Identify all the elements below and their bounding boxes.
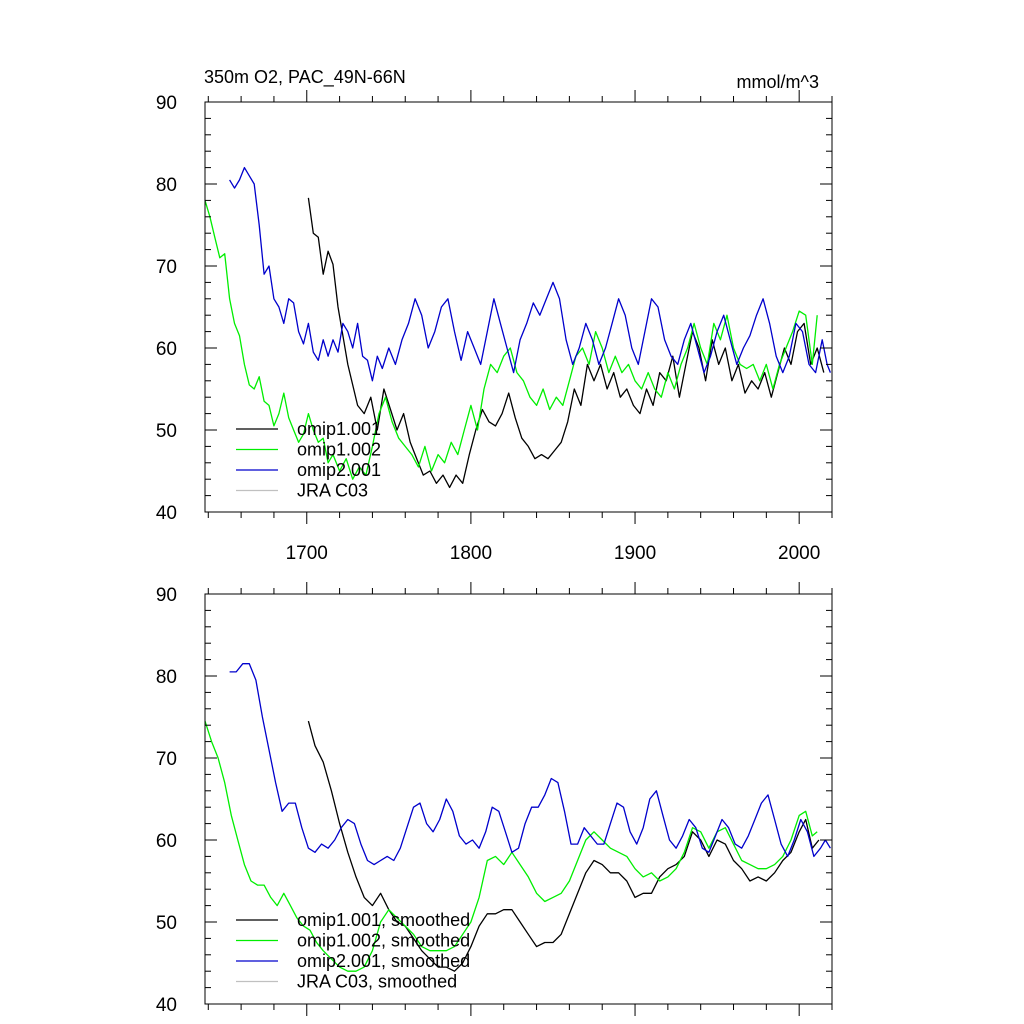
bottom-y-tick-label-5: 90: [156, 585, 177, 606]
bottom-legend-label-0: omip1.001, smoothed: [297, 910, 470, 930]
bottom-y-tick-label-2: 60: [156, 831, 177, 852]
top-legend-label-3: JRA C03: [297, 481, 368, 501]
top-y-tick-label-2: 60: [156, 339, 177, 360]
bottom-y-tick-label-4: 80: [156, 667, 177, 688]
bottom-plot-frame: [204, 593, 833, 1005]
bottom-legend-label-1: omip1.002, smoothed: [297, 931, 470, 951]
top-y-tick-label-5: 90: [156, 93, 177, 114]
top-y-tick-label-4: 80: [156, 175, 177, 196]
top-y-tick-label-3: 70: [156, 257, 177, 278]
top-series-group: [204, 166, 832, 489]
top-chart-units: mmol/m^3: [737, 72, 819, 92]
bottom-series-line-0: [307, 720, 820, 972]
bottom-axes: 40 50 60 70 80 90: [156, 582, 833, 1016]
bottom-y-tick-label-0: 40: [156, 995, 177, 1016]
bottom-legend-label-3: JRA C03, smoothed: [297, 972, 457, 992]
top-legend-label-0: omip1.001: [297, 419, 381, 439]
top-chart-title: 350m O2, PAC_49N-66N: [204, 67, 406, 88]
bottom-y-tick-label-3: 70: [156, 749, 177, 770]
top-legend-label-1: omip1.002: [297, 440, 381, 460]
top-series-line-1: [204, 200, 818, 480]
top-x-tick-label-0: 1700: [286, 543, 328, 564]
bottom-panel: 40 50 60 70 80 90 omip1.001, smoothedomip1.00…: [156, 582, 833, 1016]
top-x-tick-label-2: 1900: [614, 543, 656, 564]
top-axes: 40 50 60 70 80 90 1700 1800 1900 2000: [156, 90, 833, 564]
top-y-tick-label-0: 40: [156, 503, 177, 524]
bottom-y-tick-label-1: 50: [156, 913, 177, 934]
top-series-line-2: [229, 166, 832, 382]
bottom-series-line-2: [229, 663, 831, 866]
top-y-tick-label-1: 50: [156, 421, 177, 442]
top-legend-label-2: omip2.001: [297, 460, 381, 480]
top-panel: 350m O2, PAC_49N-66N mmol/m^3 40 50 60 70 80…: [156, 67, 833, 564]
bottom-legend-label-2: omip2.001, smoothed: [297, 951, 470, 971]
top-x-tick-label-3: 2000: [778, 543, 820, 564]
top-x-tick-label-1: 1800: [450, 543, 492, 564]
bottom-series-group: [204, 663, 831, 972]
top-plot-frame: [204, 101, 833, 513]
